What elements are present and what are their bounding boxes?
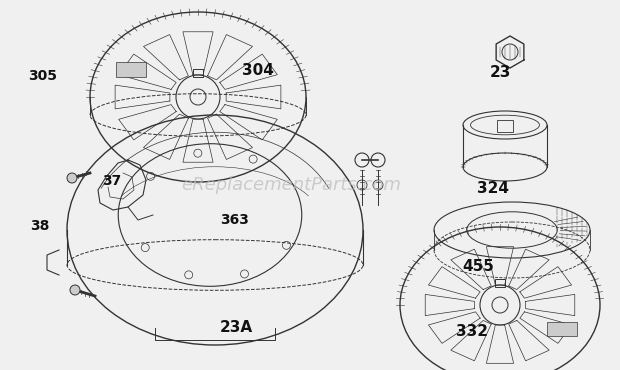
Text: 332: 332 [456,324,488,339]
Text: 324: 324 [477,181,510,196]
Bar [495,279,505,287]
Text: 363: 363 [220,213,249,227]
Text: eReplacementParts.com: eReplacementParts.com [182,176,401,194]
Bar [497,120,513,132]
Circle shape [70,285,80,295]
Bar [193,69,203,77]
Text: 305: 305 [29,69,58,83]
Circle shape [67,173,77,183]
Text: 23: 23 [490,65,511,80]
Bar [547,322,577,336]
Text: 23A: 23A [220,320,253,335]
Text: 37: 37 [102,174,122,188]
Bar [116,62,146,77]
Text: 304: 304 [242,63,273,78]
Text: 38: 38 [30,219,49,233]
Text: 455: 455 [462,259,494,274]
